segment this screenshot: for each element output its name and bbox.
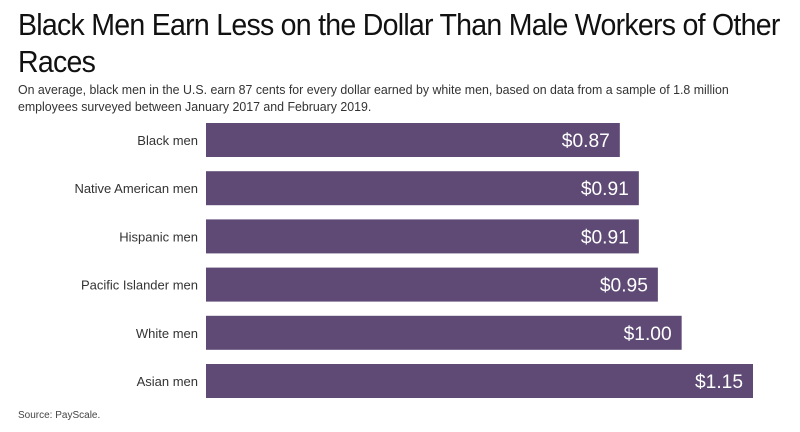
value-label: $1.15 <box>695 372 743 393</box>
bar-0 <box>206 123 620 157</box>
value-label: $0.87 <box>562 131 610 152</box>
bar-1 <box>206 171 639 206</box>
bar-5 <box>206 364 753 398</box>
value-label: $1.00 <box>624 324 672 345</box>
bar-2 <box>206 219 639 254</box>
category-label: White men <box>136 326 198 341</box>
bar-4 <box>206 315 682 350</box>
bar-3 <box>206 267 658 302</box>
value-label: $0.91 <box>581 179 629 200</box>
chart-title: Black Men Earn Less on the Dollar Than M… <box>18 7 780 79</box>
category-label: Hispanic men <box>119 229 198 244</box>
source-note: Source: PayScale. <box>18 410 101 421</box>
category-label: Pacific Islander men <box>81 278 198 293</box>
value-label: $0.91 <box>581 227 629 248</box>
category-label: Asian men <box>137 374 198 389</box>
category-label: Native American men <box>74 181 198 196</box>
chart-subtitle: On average, black men in the U.S. earn 8… <box>18 82 729 114</box>
category-label: Black men <box>137 133 198 148</box>
value-label: $0.95 <box>600 276 648 297</box>
